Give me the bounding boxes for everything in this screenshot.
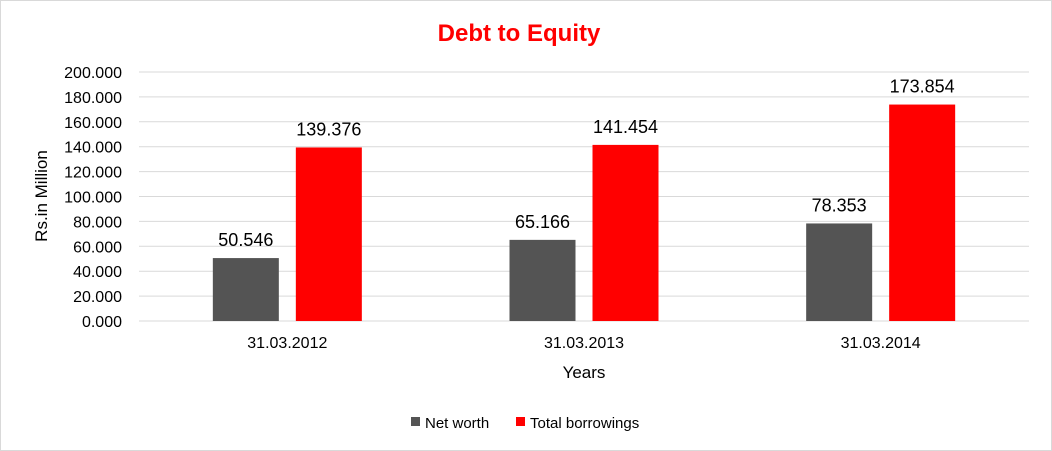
- legend-swatch: [516, 417, 525, 426]
- bar: [509, 239, 576, 321]
- y-tick-label: 120.000: [64, 165, 122, 182]
- data-label: 50.546: [218, 230, 273, 250]
- chart-title: Debt to Equity: [438, 20, 601, 47]
- bar: [592, 144, 659, 321]
- x-tick-label: 31.03.2012: [247, 335, 327, 352]
- legend-label: Net worth: [425, 415, 489, 432]
- y-tick-label: 60.000: [73, 239, 122, 256]
- data-label: 78.353: [812, 195, 867, 215]
- data-label: 173.854: [890, 77, 955, 97]
- legend: Net worth Total borrowings: [411, 415, 639, 432]
- x-axis-ticks: 31.03.2012 31.03.2013 31.03.2014: [247, 335, 921, 352]
- x-tick-label: 31.03.2013: [544, 335, 624, 352]
- y-tick-label: 40.000: [73, 264, 122, 281]
- y-tick-label: 0.000: [82, 314, 122, 331]
- y-tick-label: 200.000: [64, 65, 122, 82]
- data-labels: 50.546 139.376 65.166 141.454 78.353 173.854: [218, 77, 954, 251]
- y-tick-label: 160.000: [64, 115, 122, 132]
- bars: [212, 104, 956, 321]
- bar: [889, 104, 956, 321]
- data-label: 65.166: [515, 212, 570, 232]
- x-tick-label: 31.03.2014: [841, 335, 921, 352]
- gridlines: [139, 71, 1029, 322]
- y-tick-label: 80.000: [73, 214, 122, 231]
- y-tick-label: 100.000: [64, 190, 122, 207]
- bar: [806, 223, 873, 321]
- data-label: 141.454: [593, 117, 658, 137]
- y-axis-label: Rs.in Million: [32, 150, 51, 242]
- y-tick-label: 20.000: [73, 289, 122, 306]
- x-axis-label: Years: [563, 363, 606, 382]
- legend-item: Net worth: [411, 415, 489, 432]
- data-label: 139.376: [296, 119, 361, 139]
- legend-item: Total borrowings: [516, 415, 639, 432]
- y-tick-label: 180.000: [64, 90, 122, 107]
- y-tick-label: 140.000: [64, 140, 122, 157]
- legend-swatch: [411, 417, 420, 426]
- y-axis-ticks: 0.000 20.000 40.000 60.000 80.000 100.000 120.…: [64, 65, 122, 331]
- bar: [295, 147, 362, 321]
- bar: [212, 258, 279, 321]
- legend-label: Total borrowings: [530, 415, 639, 432]
